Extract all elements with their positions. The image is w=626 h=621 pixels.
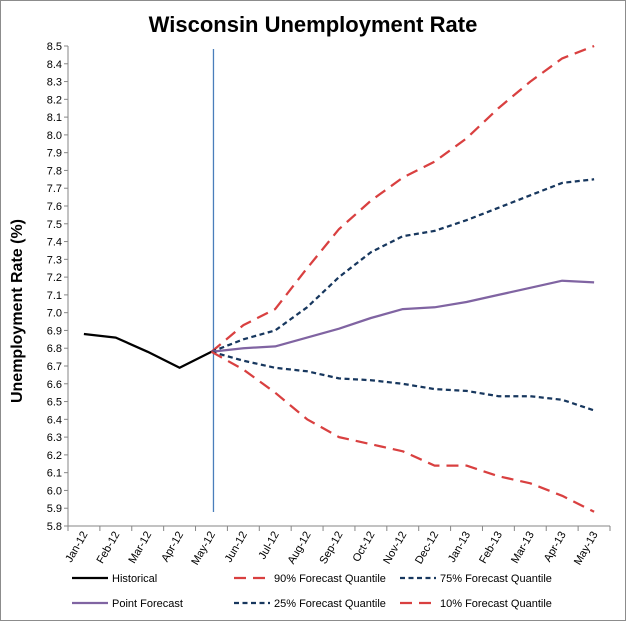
y-tick-label: 7.6 bbox=[47, 201, 62, 213]
x-tick-labels: Jan-12 Feb-12 Mar-12 Apr-12 May-12 Jun-12 Jul-… bbox=[63, 530, 600, 568]
y-tick-label: 5.8 bbox=[47, 521, 62, 533]
y-tick-label: 7.2 bbox=[47, 272, 62, 284]
series-line-25-forecast-quantile bbox=[211, 350, 595, 412]
series-line-90-forecast-quantile bbox=[210, 44, 595, 353]
x-tick-label: Mar-12 bbox=[126, 530, 154, 566]
y-tick-label: 8.2 bbox=[47, 94, 62, 106]
legend-label-point-forecast: Point Forecast bbox=[112, 598, 183, 610]
y-tick-label: 8.5 bbox=[47, 41, 62, 53]
series-line-historical bbox=[83, 332, 213, 369]
x-tick-label: Feb-12 bbox=[95, 530, 123, 566]
y-tick-label: 6.5 bbox=[47, 397, 62, 409]
y-tick-label: 6.3 bbox=[47, 432, 62, 444]
y-tick-label: 6.1 bbox=[47, 468, 62, 480]
x-tick-label: Apr-13 bbox=[542, 530, 569, 565]
series-line-75-forecast-quantile bbox=[211, 178, 595, 353]
y-tick-label: 7.4 bbox=[47, 237, 62, 249]
series-lines bbox=[83, 44, 595, 513]
y-tick-label: 6.2 bbox=[47, 450, 62, 462]
x-tick-label: Aug-12 bbox=[286, 530, 314, 567]
chart-title: Wisconsin Unemployment Rate bbox=[148, 12, 478, 37]
x-tick-label: Apr-12 bbox=[159, 530, 186, 565]
y-tick-label: 6.4 bbox=[47, 414, 62, 426]
y-tick-labels: 5.8 5.9 6.0 6.1 6.2 6.3 6.4 6.5 6.6 6.7 6.8 6.9 7.0 7… bbox=[47, 41, 62, 533]
legend-label-10-forecast-quantile: 10% Forecast Quantile bbox=[440, 598, 552, 610]
x-tick-label: Nov-12 bbox=[381, 530, 409, 567]
x-tick-label: Feb-13 bbox=[477, 530, 505, 566]
x-tick-label: Oct-12 bbox=[351, 530, 378, 565]
y-tick-label: 6.9 bbox=[47, 325, 62, 337]
y-tick-label: 6.8 bbox=[47, 343, 62, 355]
x-tick-label: Jan-13 bbox=[446, 530, 473, 565]
y-tick-label: 7.7 bbox=[47, 183, 62, 195]
y-tick-label: 6.7 bbox=[47, 361, 62, 373]
y-tick-label: 7.3 bbox=[47, 254, 62, 266]
x-tick-label: May-13 bbox=[572, 530, 601, 568]
y-tick-label: 7.1 bbox=[47, 290, 62, 302]
y-tick-label: 8.3 bbox=[47, 77, 62, 89]
series-line-point-forecast bbox=[211, 279, 595, 353]
legend-label-90-forecast-quantile: 90% Forecast Quantile bbox=[274, 573, 386, 585]
x-tick-label: Dec-12 bbox=[413, 530, 441, 567]
x-tick-label: Jan-12 bbox=[63, 530, 90, 565]
y-tick-label: 8.0 bbox=[47, 130, 62, 142]
y-tick-label: 7.9 bbox=[47, 148, 62, 160]
y-tick-label: 8.4 bbox=[47, 59, 62, 71]
legend: Historical 90% Forecast Quantile 75% Forec… bbox=[72, 573, 552, 610]
legend-label-25-forecast-quantile: 25% Forecast Quantile bbox=[274, 598, 386, 610]
x-tick-label: Jun-12 bbox=[223, 530, 250, 565]
x-tick-label: Sep-12 bbox=[317, 530, 345, 567]
x-tick-label: Mar-13 bbox=[509, 530, 537, 566]
x-tick-label: Jul-12 bbox=[256, 530, 281, 562]
plot-axes bbox=[64, 45, 611, 531]
y-tick-label: 5.9 bbox=[47, 503, 62, 515]
legend-label-historical: Historical bbox=[112, 573, 157, 585]
x-tick-label: May-12 bbox=[189, 530, 218, 568]
y-tick-label: 8.1 bbox=[47, 112, 62, 124]
y-tick-label: 6.6 bbox=[47, 379, 62, 391]
y-tick-label: 6.0 bbox=[47, 485, 62, 497]
y-tick-label: 7.5 bbox=[47, 219, 62, 231]
legend-label-75-forecast-quantile: 75% Forecast Quantile bbox=[440, 573, 552, 585]
y-tick-label: 7.0 bbox=[47, 308, 62, 320]
y-tick-label: 7.8 bbox=[47, 165, 62, 177]
series-line-10-forecast-quantile bbox=[210, 350, 595, 513]
